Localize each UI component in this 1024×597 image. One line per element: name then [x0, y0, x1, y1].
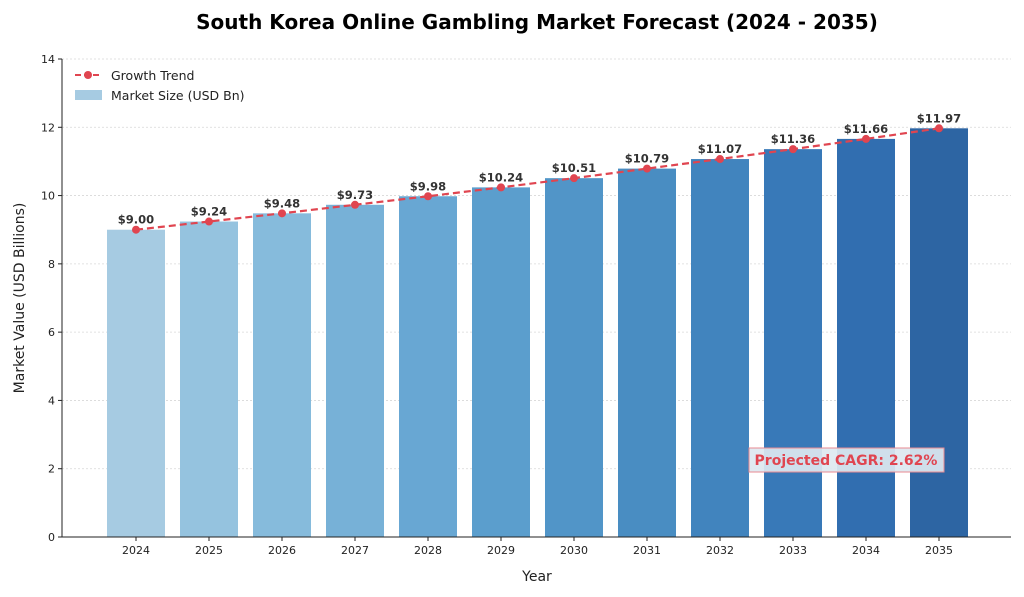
- x-tick-label: 2028: [414, 544, 442, 557]
- y-tick-label: 4: [48, 394, 55, 407]
- bar-series: [107, 128, 968, 538]
- bar-value-label: $11.97: [917, 111, 961, 125]
- x-tick-label: 2033: [779, 544, 807, 557]
- x-tick-label: 2027: [341, 544, 369, 557]
- bar-value-label: $11.36: [771, 132, 815, 146]
- marker-dot-icon: [84, 71, 92, 79]
- legend-item-growth-trend: Growth Trend: [75, 68, 194, 83]
- x-tick-label: 2031: [633, 544, 661, 557]
- trend-marker: [424, 192, 432, 201]
- bar-2034: [837, 138, 895, 537]
- y-tick-label: 10: [41, 190, 55, 203]
- trend-line: [132, 124, 943, 234]
- trend-marker: [570, 174, 578, 183]
- legend-label-growth-trend: Growth Trend: [111, 68, 194, 83]
- bar-2026: [253, 213, 311, 537]
- x-tick-label: 2029: [487, 544, 515, 557]
- trend-marker: [497, 183, 505, 192]
- trend-marker: [205, 217, 213, 226]
- bar-2025: [180, 221, 238, 537]
- bar-2024: [107, 229, 165, 537]
- y-tick-label: 8: [48, 258, 55, 271]
- bar-2030: [545, 178, 603, 537]
- trend-marker: [132, 225, 140, 234]
- bar-2035: [910, 128, 968, 537]
- x-tick-label: 2034: [852, 544, 880, 557]
- trend-marker: [862, 134, 870, 143]
- legend-item-market-size: Market Size (USD Bn): [75, 88, 245, 103]
- x-tick-label: 2035: [925, 544, 953, 557]
- y-tick-label: 14: [41, 53, 55, 66]
- axes: 0 2 4 6 8 10 12 14 2024 2025 2026 2027 2028 2029 2030 2…: [41, 53, 1011, 557]
- bar-value-label: $9.00: [118, 213, 154, 227]
- bar-2031: [618, 168, 676, 537]
- y-tick-label: 6: [48, 326, 55, 339]
- bar-value-label: $9.98: [410, 179, 446, 193]
- x-tick-label: 2024: [122, 544, 150, 557]
- bar-2033: [764, 149, 822, 537]
- x-tick-label: 2026: [268, 544, 296, 557]
- bar-2027: [326, 204, 384, 538]
- y-tick-label: 0: [48, 531, 55, 544]
- cagr-label: Projected CAGR: 2.62%: [755, 453, 938, 469]
- trend-marker: [716, 155, 724, 164]
- chart-title: South Korea Online Gambling Market Forec…: [196, 10, 878, 34]
- legend: Growth Trend Market Size (USD Bn): [75, 68, 245, 103]
- trend-marker: [278, 209, 286, 218]
- bar-value-label: $9.24: [191, 205, 227, 219]
- bar-swatch-icon: [75, 90, 102, 100]
- x-axis-label: Year: [521, 569, 552, 585]
- bar-2028: [399, 196, 457, 538]
- bar-value-label: $9.48: [264, 196, 300, 210]
- cagr-annotation: Projected CAGR: 2.62%: [748, 447, 945, 473]
- trend-marker: [643, 164, 651, 173]
- bar-value-label: $9.73: [337, 188, 373, 202]
- y-tick-label: 12: [41, 121, 55, 134]
- bar-value-label: $11.66: [844, 122, 888, 136]
- legend-label-market-size: Market Size (USD Bn): [111, 88, 245, 103]
- x-tick-label: 2030: [560, 544, 588, 557]
- bar-value-label: $10.24: [479, 170, 523, 184]
- bar-2029: [472, 187, 530, 537]
- bar-value-label: $11.07: [698, 142, 742, 156]
- trend-marker: [935, 124, 943, 133]
- bar-value-label: $10.79: [625, 152, 669, 166]
- y-tick-label: 2: [48, 463, 55, 476]
- value-labels: $9.00 $9.24 $9.48 $9.73 $9.98 $10.24 $10.51 $10…: [118, 111, 961, 226]
- x-tick-label: 2032: [706, 544, 734, 557]
- bar-2032: [691, 159, 749, 537]
- trend-polyline: [135, 127, 940, 231]
- trend-marker: [789, 145, 797, 154]
- trend-marker: [351, 200, 359, 209]
- x-tick-label: 2025: [195, 544, 223, 557]
- cagr-box-bg: [748, 447, 945, 473]
- bar-value-label: $10.51: [552, 161, 596, 175]
- y-axis-label: Market Value (USD Billions): [12, 203, 28, 394]
